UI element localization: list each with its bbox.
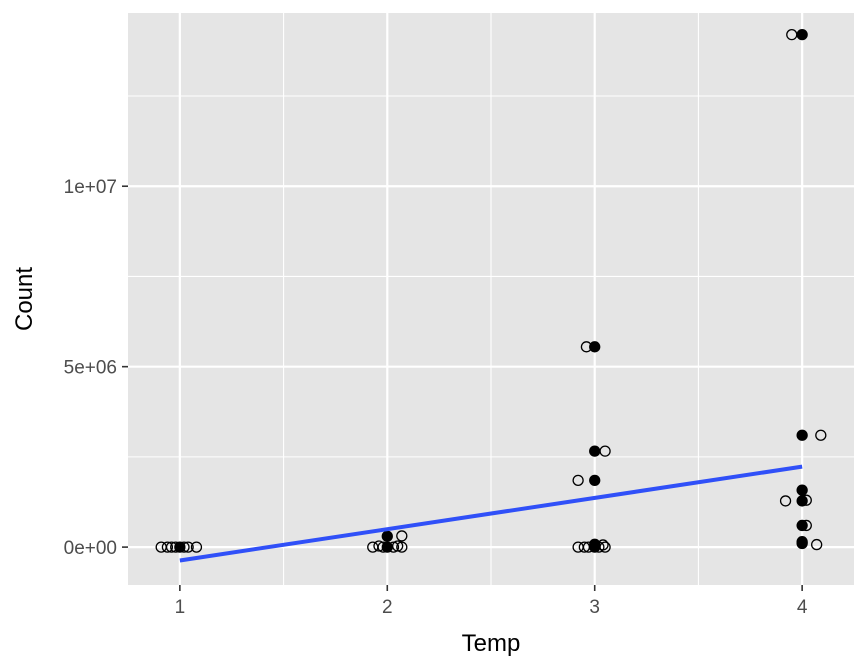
- data-point-filled: [174, 541, 186, 553]
- y-tick-labels: 0e+00 5e+06 1e+07: [64, 177, 117, 559]
- data-point-open: [815, 429, 827, 441]
- y-tick-label: 1e+07: [64, 177, 117, 198]
- data-point-filled: [796, 536, 808, 548]
- grid-minor: [128, 13, 854, 585]
- x-tick-label: 3: [589, 597, 600, 618]
- data-point-filled: [796, 429, 808, 441]
- data-point-filled: [796, 29, 808, 41]
- data-point-filled: [796, 484, 808, 496]
- fit-line-group: [179, 464, 803, 563]
- data-point-open: [779, 495, 792, 507]
- x-tick-labels: 1 2 3 4: [175, 597, 808, 618]
- data-point-filled: [589, 538, 601, 550]
- data-point-filled: [796, 519, 808, 532]
- data-point-open: [161, 541, 174, 553]
- x-tick-label: 4: [797, 597, 808, 618]
- y-tick-label: 5e+06: [64, 358, 117, 379]
- data-point-open: [190, 541, 203, 553]
- y-tick-label: 0e+00: [64, 538, 117, 559]
- data-point-open: [396, 530, 408, 542]
- data-point-open: [811, 538, 823, 551]
- x-axis-title: Temp: [462, 630, 521, 657]
- data-point-filled: [796, 495, 808, 507]
- data-point-filled: [589, 474, 601, 486]
- data-point-open: [396, 541, 408, 553]
- data-point-filled: [381, 541, 393, 553]
- y-axis-title: Count: [11, 267, 38, 331]
- axis-ticks: [122, 185, 803, 591]
- data-points: [155, 29, 827, 553]
- regression-line: [179, 464, 803, 563]
- x-tick-label: 2: [382, 597, 393, 618]
- data-point-filled: [381, 530, 393, 542]
- data-point-filled: [589, 445, 601, 457]
- data-point-filled: [589, 341, 601, 353]
- data-point-open: [572, 474, 584, 486]
- x-tick-label: 1: [175, 597, 186, 618]
